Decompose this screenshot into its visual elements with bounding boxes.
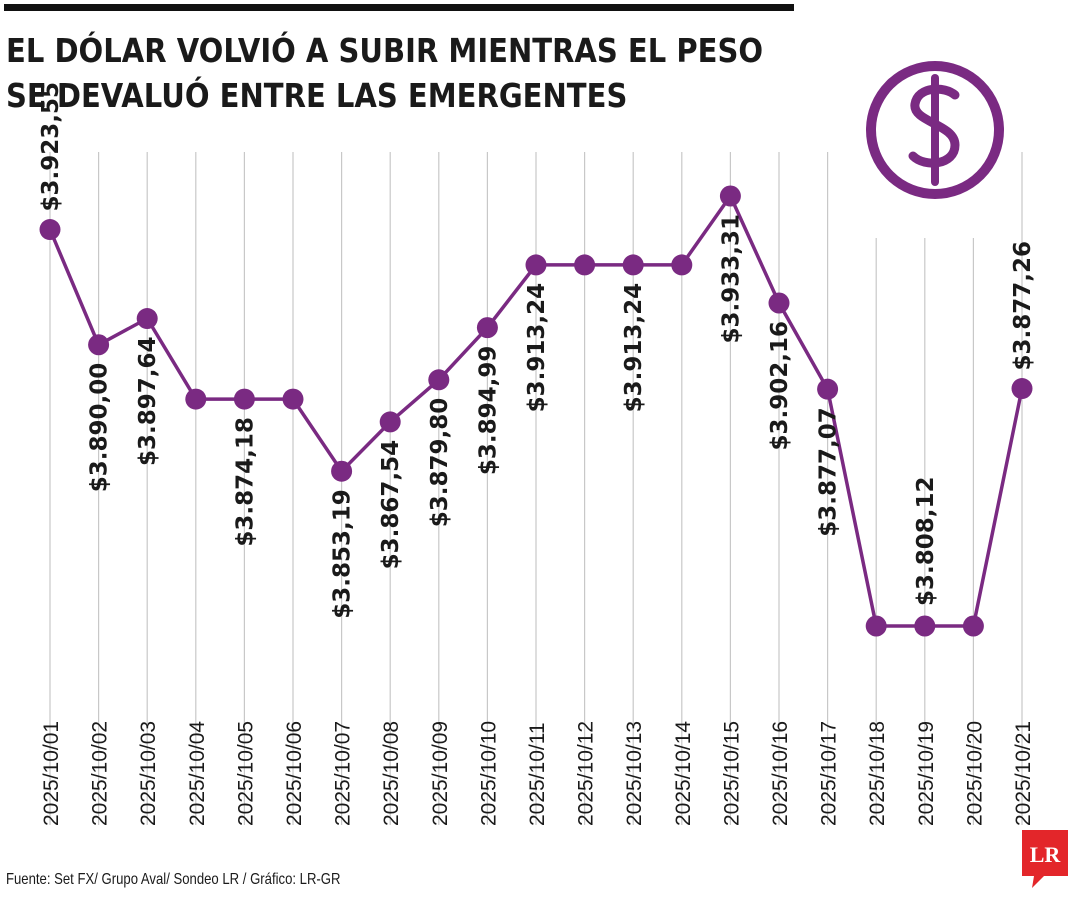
lr-logo-text: LR	[1030, 842, 1062, 867]
data-label: $3.879,80	[427, 398, 453, 528]
data-label: $3.874,18	[232, 417, 258, 546]
x-tick-label: 2025/10/08	[380, 721, 403, 826]
data-point	[428, 369, 450, 391]
title-line-1: EL DÓLAR VOLVIÓ A SUBIR MIENTRAS EL PESO	[6, 31, 764, 70]
x-tick-labels: 2025/10/01 2025/10/02 2025/10/03 2025/10/04…	[40, 721, 1035, 826]
x-tick-label: 2025/10/19	[915, 721, 938, 826]
data-point	[1011, 378, 1033, 400]
data-point	[379, 411, 401, 433]
source-note: Fuente: Set FX/ Grupo Aval/ Sondeo LR / …	[6, 871, 341, 888]
x-tick-label: 2025/10/09	[429, 721, 452, 826]
x-tick-label: 2025/10/11	[526, 722, 549, 826]
data-point	[476, 317, 498, 339]
chart-title: EL DÓLAR VOLVIÓ A SUBIR MIENTRAS EL PESO…	[6, 28, 764, 118]
data-point	[574, 254, 596, 276]
x-tick-label: 2025/10/20	[963, 721, 986, 826]
data-point	[622, 254, 644, 276]
data-point	[671, 254, 693, 276]
x-tick-label: 2025/10/13	[623, 721, 646, 826]
x-tick-label: 2025/10/04	[186, 721, 209, 826]
x-tick-label: 2025/10/21	[1012, 721, 1035, 826]
data-label: $3.877,07	[816, 407, 842, 537]
x-tick-label: 2025/10/02	[89, 721, 112, 826]
data-point	[768, 292, 790, 314]
title-line-2: SE DEVALUÓ ENTRE LAS EMERGENTES	[6, 76, 628, 115]
x-tick-label: 2025/10/16	[769, 721, 792, 826]
data-label: $3.808,12	[913, 477, 939, 607]
data-point	[914, 615, 936, 637]
x-tick-label: 2025/10/15	[720, 721, 743, 826]
x-tick-label: 2025/10/07	[332, 721, 355, 826]
data-point	[88, 334, 110, 356]
data-point	[719, 185, 741, 207]
data-point	[233, 388, 255, 410]
x-tick-label: 2025/10/05	[234, 721, 257, 826]
data-label: $3.897,64	[135, 337, 161, 467]
x-tick-label: 2025/10/06	[283, 721, 306, 826]
data-point	[331, 460, 353, 482]
x-tick-label: 2025/10/12	[575, 721, 598, 826]
data-label: $3.933,31	[718, 214, 744, 344]
data-label: $3.923,55	[38, 82, 64, 212]
data-label: $3.853,19	[330, 489, 356, 619]
data-label: $3.867,54	[378, 440, 404, 570]
data-point	[185, 388, 207, 410]
data-label: $3.894,99	[475, 346, 501, 476]
data-points	[39, 185, 1033, 637]
x-tick-label: 2025/10/03	[137, 721, 160, 826]
data-label: $3.890,00	[87, 363, 113, 493]
data-label: $3.877,26	[1010, 241, 1036, 371]
data-point	[962, 615, 984, 637]
x-tick-label: 2025/10/01	[40, 721, 63, 826]
x-tick-label: 2025/10/10	[477, 721, 500, 826]
dollar-sign-icon	[866, 61, 1004, 199]
data-point	[817, 378, 839, 400]
data-point	[39, 219, 61, 241]
top-rule	[4, 4, 794, 11]
data-point	[865, 615, 887, 637]
lr-logo: LR	[1022, 830, 1068, 888]
x-tick-label: 2025/10/17	[818, 721, 841, 826]
data-label: $3.913,24	[524, 283, 550, 413]
data-point	[136, 308, 158, 330]
data-point	[282, 388, 304, 410]
x-tick-label: 2025/10/18	[866, 721, 889, 826]
x-tick-label: 2025/10/14	[672, 721, 695, 826]
data-point	[525, 254, 547, 276]
data-labels: $3.923,55 $3.890,00 $3.897,64 $3.874,18 $3.8…	[38, 82, 1036, 619]
data-label: $3.913,24	[621, 283, 647, 413]
data-label: $3.902,16	[767, 321, 793, 451]
